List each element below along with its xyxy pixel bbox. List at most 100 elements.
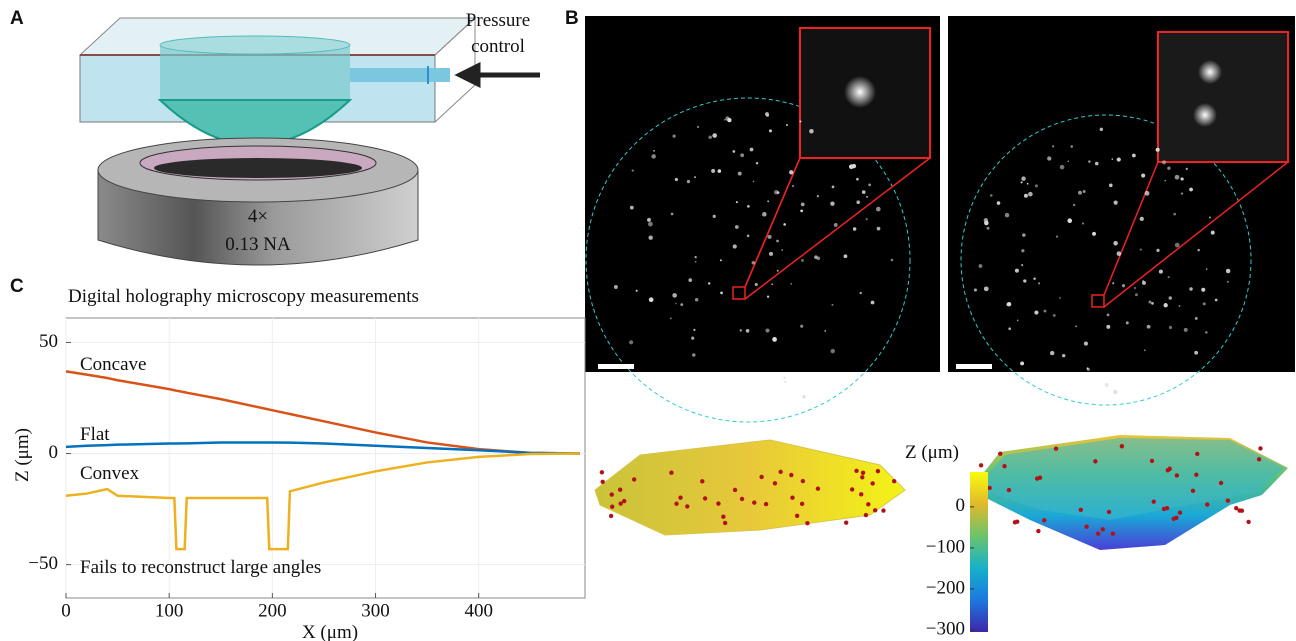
particle xyxy=(1049,350,1055,356)
line xyxy=(65,370,580,455)
particle xyxy=(1205,268,1208,270)
particle xyxy=(1201,287,1206,292)
colorbar-label: Z (μm) xyxy=(905,442,959,463)
sample-point xyxy=(854,468,859,473)
objective-label: 0.13 NA xyxy=(225,234,291,255)
particle xyxy=(1023,279,1027,283)
particle xyxy=(648,221,653,227)
particle xyxy=(1173,212,1177,216)
sample-point xyxy=(772,481,778,486)
particle xyxy=(613,285,618,289)
sample-point xyxy=(870,481,875,486)
sample-point xyxy=(1037,475,1043,480)
particle xyxy=(651,154,656,159)
particle xyxy=(1189,187,1193,192)
particle xyxy=(712,214,716,218)
particle xyxy=(1072,203,1076,207)
sample-point xyxy=(1161,506,1167,512)
sample-point xyxy=(1151,499,1156,504)
particle xyxy=(1134,287,1136,289)
sample-point xyxy=(617,487,623,492)
particle xyxy=(1061,353,1066,358)
particle xyxy=(1083,341,1088,346)
sample-point xyxy=(1194,472,1199,477)
particle xyxy=(1143,349,1146,352)
particle xyxy=(693,328,696,331)
particle xyxy=(868,183,872,187)
particle xyxy=(802,394,806,399)
particle xyxy=(653,149,655,152)
particle xyxy=(1180,177,1184,181)
sample-point xyxy=(815,486,821,491)
particle xyxy=(696,125,700,129)
particle xyxy=(739,329,742,332)
particle xyxy=(1141,173,1146,178)
particle xyxy=(1156,248,1160,252)
sample-point xyxy=(1106,509,1112,515)
annotation: Fails to reconstruct large angles xyxy=(80,557,321,578)
particle xyxy=(694,255,697,259)
particle xyxy=(755,162,759,165)
sample-point xyxy=(1078,507,1084,513)
particle xyxy=(1226,280,1229,283)
particle xyxy=(1116,157,1121,162)
y-tick-label: 0 xyxy=(49,442,59,463)
annotation: Convex xyxy=(80,463,140,484)
particle xyxy=(1208,216,1211,219)
x-tick-label: 300 xyxy=(361,600,390,621)
particle xyxy=(767,234,772,239)
particle xyxy=(771,283,773,286)
sample-point xyxy=(859,492,864,497)
particle xyxy=(1006,301,1012,307)
particle xyxy=(694,176,697,179)
particle xyxy=(1106,313,1110,317)
particle xyxy=(1034,310,1039,315)
particle xyxy=(694,298,699,302)
particle xyxy=(1225,268,1231,274)
particle xyxy=(1111,158,1114,160)
particle xyxy=(1059,164,1065,170)
sample-point xyxy=(608,513,614,519)
particle xyxy=(800,202,805,207)
particle xyxy=(768,129,772,133)
particle xyxy=(1075,325,1078,328)
particle xyxy=(1148,300,1152,304)
particle xyxy=(669,317,672,320)
sample-point xyxy=(610,504,615,509)
particle xyxy=(1021,176,1026,181)
particle xyxy=(648,297,654,303)
particle xyxy=(769,251,774,256)
annotation: Concave xyxy=(80,354,146,375)
particle xyxy=(809,128,814,134)
particle xyxy=(717,169,722,173)
sample-point xyxy=(1036,528,1041,534)
particle xyxy=(635,289,638,292)
particle xyxy=(789,170,794,175)
particle xyxy=(746,234,750,238)
particle xyxy=(1020,361,1025,366)
line xyxy=(65,441,580,455)
sample-point xyxy=(844,520,849,525)
particle xyxy=(989,194,993,197)
particle xyxy=(694,260,697,263)
sample-point xyxy=(891,478,897,484)
particle xyxy=(724,118,726,121)
particle xyxy=(1158,269,1163,274)
particle xyxy=(890,258,894,262)
particle xyxy=(1081,222,1085,225)
particle xyxy=(725,116,730,121)
particle xyxy=(1022,233,1026,237)
particle xyxy=(1131,153,1136,158)
particle xyxy=(1004,212,1010,218)
particle xyxy=(1078,190,1082,195)
particle xyxy=(631,169,634,172)
objective-label: 4× xyxy=(248,206,268,227)
particle xyxy=(1142,280,1144,282)
particle xyxy=(1168,325,1173,330)
sample-point xyxy=(1246,519,1251,525)
particle xyxy=(799,120,802,123)
particle xyxy=(801,259,804,262)
particle xyxy=(686,179,691,184)
particle xyxy=(765,328,770,333)
particle xyxy=(672,134,676,138)
